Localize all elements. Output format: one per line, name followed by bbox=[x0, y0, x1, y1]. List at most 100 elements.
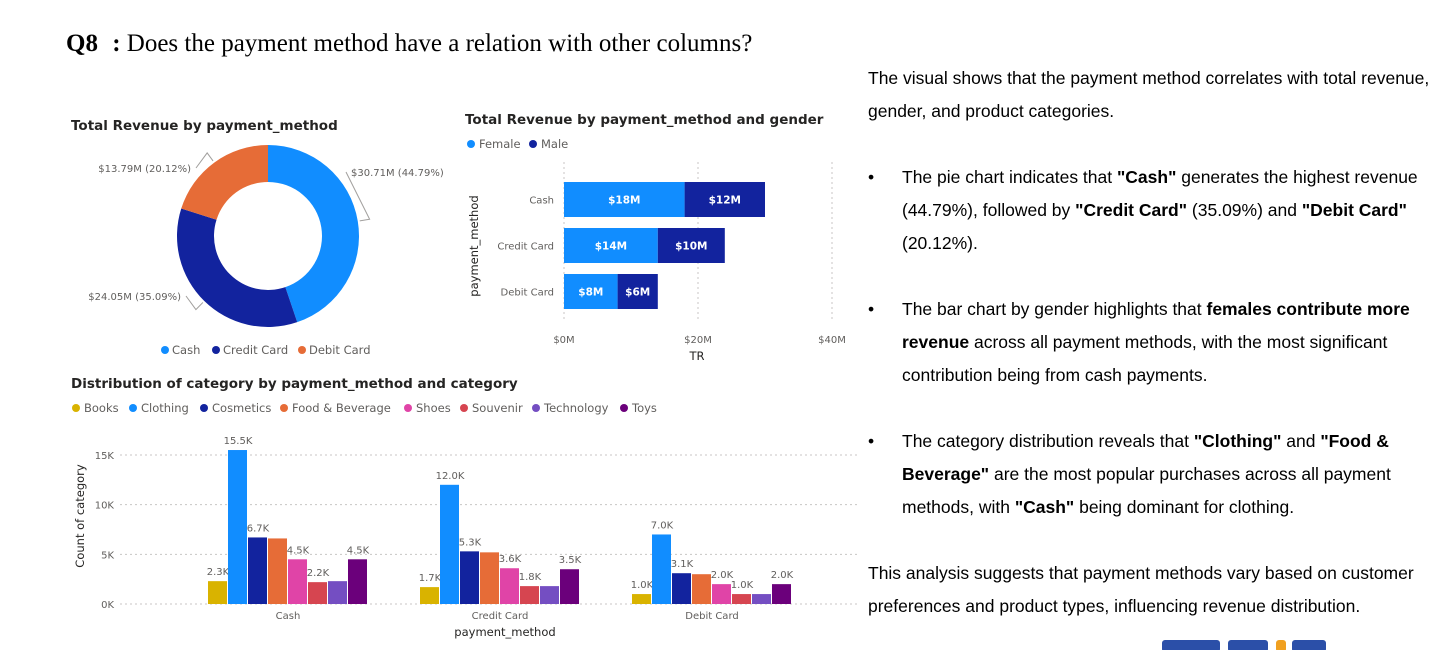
gender-x-axis-title: TR bbox=[688, 349, 704, 363]
gender-y-tick-label: Credit Card bbox=[497, 242, 554, 253]
analysis-panel: The visual shows that the payment method… bbox=[868, 62, 1438, 623]
question-number: Q8 bbox=[66, 30, 98, 57]
analysis-bullet-category: • The category distribution reveals that… bbox=[868, 425, 1438, 524]
category-bar-credit-card-cosmetics bbox=[460, 551, 479, 604]
legend-label-female: Female bbox=[479, 137, 521, 151]
page-title: Q8 : Does the payment method have a rela… bbox=[66, 30, 752, 58]
category-bar-label: 1.8K bbox=[519, 572, 542, 583]
donut-labels: $30.71M (44.79%) $24.05M (35.09%) $13.79M … bbox=[88, 152, 444, 311]
category-bar-cash-toys bbox=[348, 559, 367, 604]
bullet-bold: "Debit Card" bbox=[1301, 200, 1407, 220]
category-bar-label: 5.3K bbox=[459, 537, 482, 548]
bullet-bold: females contribute more revenue bbox=[902, 299, 1410, 352]
bullet-marker: • bbox=[868, 299, 875, 319]
category-bar-debit-card-food-beverage bbox=[692, 574, 711, 604]
gender-bar-cash-male bbox=[684, 182, 765, 217]
legend-label-cosmetics: Cosmetics bbox=[212, 401, 271, 415]
legend-marker-food-beverage bbox=[280, 404, 288, 412]
charts-canvas: Total Revenue by payment_method $30.71M … bbox=[71, 112, 860, 639]
gender-bar-cash-female bbox=[564, 182, 685, 217]
category-bar-label: 15.5K bbox=[224, 436, 253, 447]
donut-slice-credit-card bbox=[177, 208, 298, 327]
legend-marker-female bbox=[467, 140, 475, 148]
donut-leader-line bbox=[185, 295, 204, 311]
category-bar-cash-souvenir bbox=[308, 582, 327, 604]
gender-bar-credit-card-female bbox=[564, 228, 658, 263]
category-bar-cash-shoes bbox=[288, 559, 307, 604]
category-bar-debit-card-clothing bbox=[652, 534, 671, 604]
gender-bar-debit-card-male bbox=[617, 274, 658, 309]
category-bar-debit-card-souvenir bbox=[732, 594, 751, 604]
legend-label-clothing: Clothing bbox=[141, 401, 189, 415]
gender-chart-title: Total Revenue by payment_method and gend… bbox=[465, 112, 824, 128]
gender-bar-chart: Total Revenue by payment_method and gend… bbox=[465, 112, 846, 363]
legend-marker-debit-card bbox=[298, 346, 306, 354]
gender-bars: Cash $18M $12M Credit Card $14M $10M Debit Car… bbox=[497, 182, 765, 309]
category-y-axis-title: Count of category bbox=[73, 464, 87, 568]
category-bar-label: 4.5K bbox=[287, 545, 310, 556]
donut-slice-debit-card bbox=[181, 145, 268, 220]
category-bar-label: 3.1K bbox=[671, 559, 694, 570]
category-bar-label: 1.7K bbox=[419, 573, 442, 584]
category-bar-debit-card-books bbox=[632, 594, 651, 604]
donut-data-label-cash: $30.71M (44.79%) bbox=[351, 168, 444, 179]
category-bar-cash-technology bbox=[328, 581, 347, 604]
category-bars: 2.3K 15.5K 6.7K 4.5K 2.2K 4.5K Cash 1.7K 12.0K 5.… bbox=[207, 436, 794, 622]
gender-bar-debit-card-female bbox=[564, 274, 618, 309]
category-y-tick-label: 10K bbox=[95, 501, 115, 512]
gender-bar-label: $18M bbox=[608, 195, 640, 207]
question-separator: : bbox=[112, 30, 121, 57]
category-y-tick-label: 5K bbox=[101, 550, 114, 561]
donut-leader-line bbox=[195, 152, 214, 169]
category-bar-label: 6.7K bbox=[247, 523, 270, 534]
gender-y-tick-label: Cash bbox=[529, 196, 554, 207]
category-bar-label: 3.5K bbox=[559, 555, 582, 566]
legend-label-cash: Cash bbox=[172, 343, 200, 357]
category-bar-debit-card-shoes bbox=[712, 584, 731, 604]
bullet-text: and bbox=[1281, 431, 1321, 451]
donut-legend: Cash Credit Card Debit Card bbox=[161, 343, 371, 357]
bullet-bold: "Food & Beverage" bbox=[902, 431, 1389, 484]
category-bar-cash-clothing bbox=[228, 450, 247, 604]
bullet-marker: • bbox=[868, 167, 875, 187]
legend-marker-male bbox=[529, 140, 537, 148]
category-bar-label: 7.0K bbox=[651, 520, 674, 531]
category-bar-label: 2.0K bbox=[711, 570, 734, 581]
analysis-closing: This analysis suggests that payment meth… bbox=[868, 563, 1414, 616]
gender-x-tick-label: $40M bbox=[818, 335, 846, 346]
category-bar-cash-cosmetics bbox=[248, 537, 267, 604]
brand-logo bbox=[1162, 636, 1382, 650]
category-bar-debit-card-cosmetics bbox=[672, 573, 691, 604]
category-bar-cash-food-beverage bbox=[268, 538, 287, 604]
bullet-marker: • bbox=[868, 431, 875, 451]
bullet-text: being dominant for clothing. bbox=[1074, 497, 1295, 517]
bullet-text: generates the highest revenue (44.79%), … bbox=[902, 167, 1418, 220]
legend-label-toys: Toys bbox=[631, 401, 657, 415]
category-x-tick-label: Debit Card bbox=[685, 611, 738, 622]
category-bar-label: 2.3K bbox=[207, 567, 230, 578]
donut-data-label-debit-card: $13.79M (20.12%) bbox=[98, 164, 191, 175]
gender-bar-label: $8M bbox=[578, 287, 603, 299]
legend-marker-technology bbox=[532, 404, 540, 412]
bullet-text: The bar chart by gender highlights that bbox=[902, 299, 1207, 319]
gender-x-tick-label: $20M bbox=[684, 335, 712, 346]
legend-marker-credit-card bbox=[212, 346, 220, 354]
question-text: Does the payment method have a relation … bbox=[126, 30, 753, 57]
analysis-bullet-pie: • The pie chart indicates that "Cash" ge… bbox=[868, 161, 1438, 260]
bullet-text: across all payment methods, with the mos… bbox=[902, 332, 1388, 385]
gender-bar-label: $14M bbox=[595, 241, 627, 253]
bullet-text: are the most popular purchases across al… bbox=[902, 464, 1391, 517]
donut-slices bbox=[177, 145, 359, 327]
bullet-text: The category distribution reveals that bbox=[902, 431, 1194, 451]
legend-label-credit-card: Credit Card bbox=[223, 343, 288, 357]
category-chart-title: Distribution of category by payment_meth… bbox=[71, 376, 518, 392]
category-bar-credit-card-toys bbox=[560, 569, 579, 604]
category-bar-label: 12.0K bbox=[436, 471, 465, 482]
category-bar-credit-card-books bbox=[420, 587, 439, 604]
donut-leader-line bbox=[345, 171, 371, 222]
category-bar-label: 2.0K bbox=[771, 570, 794, 581]
category-bar-debit-card-toys bbox=[772, 584, 791, 604]
legend-label-technology: Technology bbox=[543, 401, 609, 415]
category-column-chart: Distribution of category by payment_meth… bbox=[71, 376, 860, 639]
category-x-tick-label: Credit Card bbox=[472, 611, 529, 622]
